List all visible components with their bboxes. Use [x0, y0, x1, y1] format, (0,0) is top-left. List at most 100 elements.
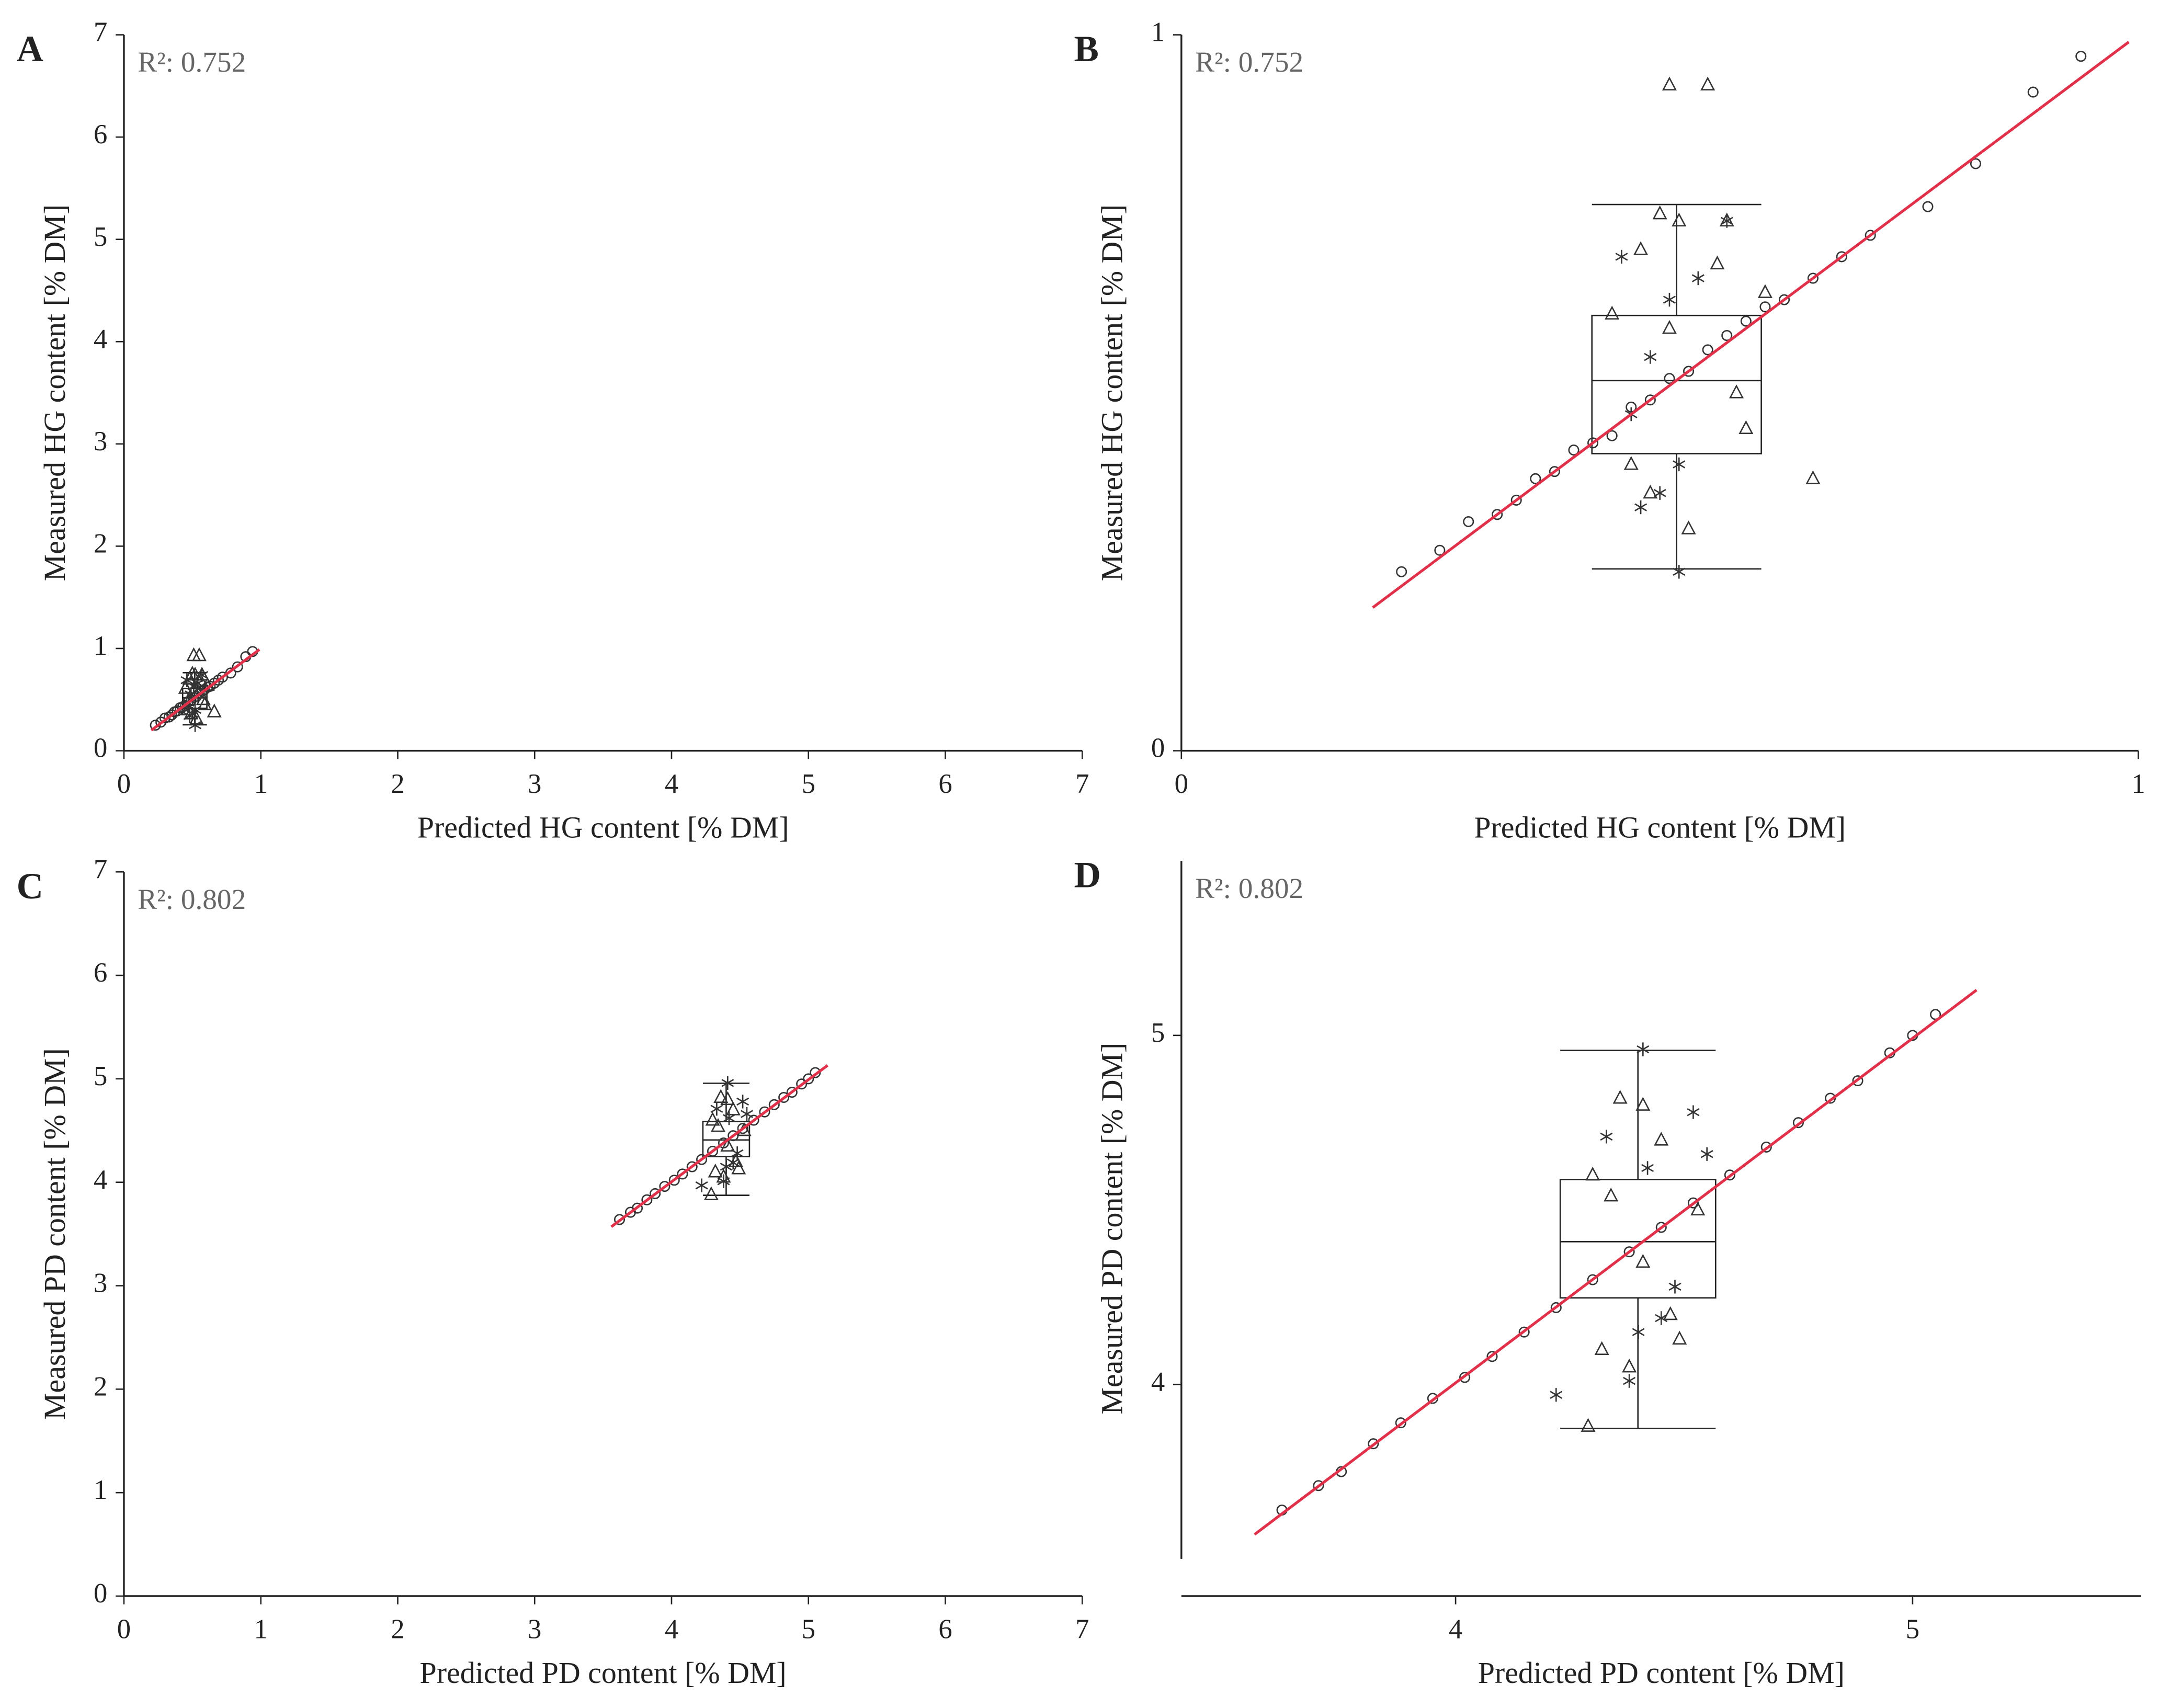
point: [2027, 86, 2039, 98]
annotation: R²: 0.752: [138, 46, 246, 78]
point: [1635, 1097, 1651, 1111]
point: [1637, 1042, 1650, 1056]
point: [189, 718, 202, 732]
point: [737, 1123, 748, 1134]
annotation: R²: 0.802: [138, 883, 246, 915]
x-axis-label: Predicted PD content [% DM]: [1478, 1656, 1845, 1690]
annotation: R²: 0.752: [1195, 46, 1303, 78]
point: [703, 1186, 719, 1200]
point: [2075, 51, 2087, 62]
point: [1594, 1341, 1609, 1356]
point: [191, 647, 207, 662]
point: [207, 703, 222, 718]
x-tick-label: 6: [938, 769, 952, 799]
point: [731, 1146, 744, 1160]
y-tick-label: 5: [94, 1061, 107, 1091]
panel: 0 1 2 3 4 5 6 7 0 1 2 3 4 5 6 7 Predicted HG content [% …: [17, 17, 1089, 845]
y-tick-label: 2: [94, 1371, 107, 1402]
point: [1720, 214, 1733, 228]
point: [1615, 249, 1628, 264]
x-tick-label: 5: [1906, 1614, 1919, 1645]
point: [1805, 470, 1821, 484]
point: [1604, 1187, 1619, 1202]
point: [1368, 1438, 1379, 1450]
x-tick-label: 6: [938, 1614, 952, 1645]
panel: 0 1 2 3 4 5 6 7 0 1 2 3 4 5 6 7 Predicted PD content [% …: [17, 854, 1089, 1690]
fit-line: [1254, 988, 1978, 1536]
fit-line: [610, 1064, 828, 1228]
point: [721, 1076, 734, 1090]
point: [736, 1095, 749, 1109]
panel: 4 5 4 5 Predicted PD content [% DM] Measured …: [1074, 855, 2141, 1690]
point: [1623, 1374, 1636, 1388]
x-tick-label: 4: [665, 1614, 678, 1645]
point: [1664, 373, 1675, 384]
point: [1681, 520, 1696, 534]
point: [1600, 1130, 1613, 1144]
x-tick-label: 4: [665, 769, 678, 799]
x-tick-label: 7: [1075, 1614, 1089, 1645]
point: [1587, 1274, 1598, 1285]
point: [1700, 1147, 1713, 1161]
point: [1581, 1418, 1596, 1432]
point: [722, 1111, 735, 1125]
y-axis-label: Measured HG content [% DM]: [1095, 204, 1129, 581]
point: [1807, 272, 1819, 284]
point: [1668, 1280, 1681, 1294]
point: [720, 1091, 735, 1105]
point: [710, 1102, 723, 1116]
y-tick-label: 1: [1151, 17, 1165, 48]
point: [613, 1214, 626, 1225]
point: [696, 1154, 708, 1165]
point: [1654, 1132, 1669, 1146]
point: [187, 679, 200, 693]
point: [710, 1118, 726, 1132]
y-tick-label: 0: [94, 1578, 107, 1609]
y-tick-label: 7: [94, 17, 107, 48]
point: [1759, 301, 1771, 313]
x-tick-label: 5: [802, 1614, 815, 1645]
point: [705, 1112, 720, 1126]
point: [677, 1168, 688, 1180]
point: [668, 1175, 680, 1186]
x-tick-label: 1: [254, 769, 268, 799]
point: [200, 677, 215, 691]
point: [180, 673, 194, 687]
x-tick-label: 2: [391, 769, 404, 799]
point: [1652, 205, 1667, 220]
point: [1518, 1326, 1530, 1338]
point: [1760, 1141, 1772, 1153]
y-tick-label: 0: [1151, 733, 1165, 764]
panel-label: C: [17, 866, 43, 907]
point: [803, 1073, 814, 1085]
x-tick-label: 5: [802, 769, 815, 799]
x-tick-label: 7: [1075, 769, 1089, 799]
point: [1672, 1330, 1687, 1345]
point: [786, 1087, 798, 1098]
point: [1486, 1351, 1498, 1362]
point: [178, 680, 193, 694]
point: [1643, 484, 1658, 499]
point: [1644, 350, 1657, 364]
point: [659, 1181, 671, 1192]
point: [1641, 1161, 1654, 1175]
x-tick-label: 2: [391, 1614, 404, 1645]
point: [1492, 509, 1503, 520]
x-axis-label: Predicted PD content [% DM]: [420, 1656, 787, 1690]
point: [1691, 271, 1705, 286]
point: [1632, 1325, 1645, 1339]
point: [1673, 565, 1686, 579]
point: [796, 1078, 808, 1090]
point: [1710, 255, 1725, 270]
y-tick-label: 5: [1151, 1018, 1165, 1048]
point: [713, 1089, 729, 1103]
point: [1757, 284, 1772, 298]
point: [1550, 1302, 1562, 1313]
y-tick-label: 6: [94, 119, 107, 150]
y-tick-label: 1: [94, 631, 107, 661]
y-tick-label: 4: [94, 324, 107, 354]
point: [717, 1174, 730, 1188]
point: [197, 696, 212, 711]
y-tick-label: 1: [94, 1475, 107, 1505]
